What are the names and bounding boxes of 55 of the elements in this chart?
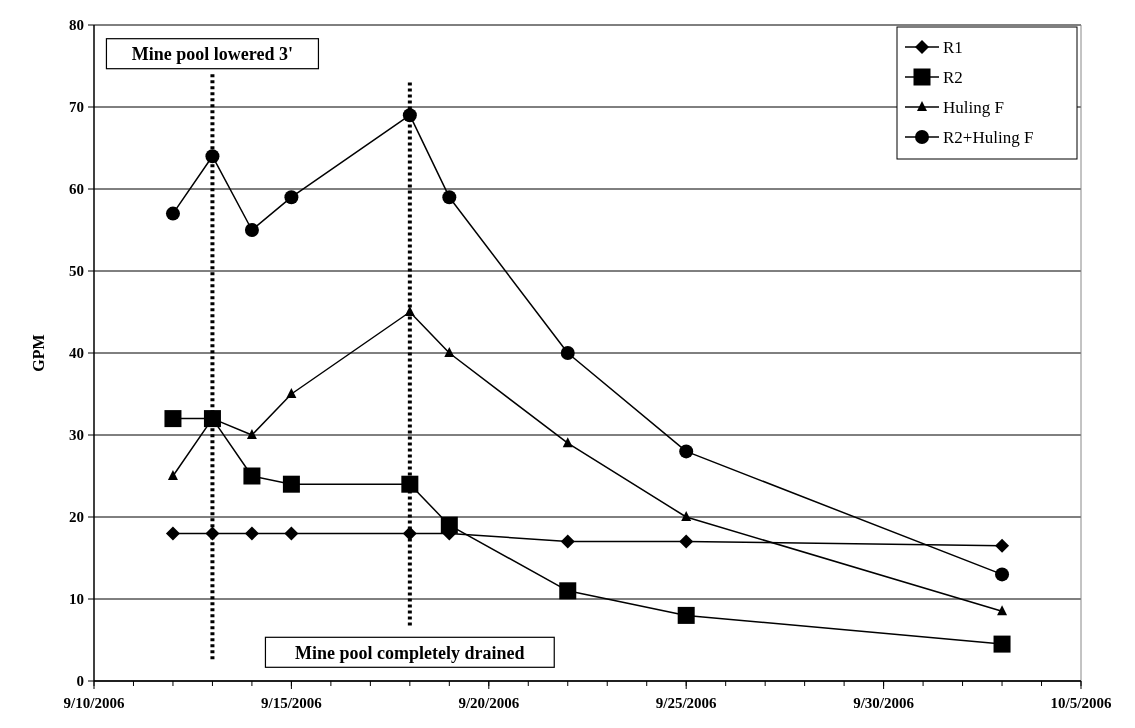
ref-line-label: Mine pool completely drained xyxy=(295,642,525,663)
y-tick-label: 20 xyxy=(69,509,84,526)
point xyxy=(679,444,694,459)
point xyxy=(243,467,261,485)
point xyxy=(284,190,299,205)
legend-label: R2+Huling F xyxy=(943,127,1034,147)
ref-line-label: Mine pool lowered 3' xyxy=(131,44,294,64)
point xyxy=(244,223,259,237)
point xyxy=(402,108,417,123)
y-tick-label: 50 xyxy=(69,263,84,280)
x-tick-label: 9/10/2006 xyxy=(63,695,125,711)
point xyxy=(205,149,220,164)
point xyxy=(442,190,457,205)
x-tick-label: 9/30/2006 xyxy=(853,695,915,711)
point xyxy=(404,306,415,316)
y-tick-label: 60 xyxy=(69,181,84,198)
point xyxy=(995,567,1010,582)
point xyxy=(681,511,692,521)
point xyxy=(284,526,299,541)
y-tick-label: 0 xyxy=(76,673,84,690)
y-tick-label: 80 xyxy=(69,17,84,34)
y-axis-title: GPM xyxy=(30,334,47,372)
point xyxy=(167,470,178,480)
point xyxy=(559,582,577,600)
point xyxy=(560,346,575,360)
point xyxy=(560,534,575,549)
x-tick-label: 9/20/2006 xyxy=(458,695,520,711)
point xyxy=(677,606,695,624)
point xyxy=(282,475,300,493)
point xyxy=(444,347,455,357)
legend-label: Huling F xyxy=(943,97,1004,117)
point xyxy=(165,526,180,541)
legend-label: R1 xyxy=(943,37,963,57)
y-tick-label: 40 xyxy=(69,345,84,362)
point xyxy=(440,516,458,534)
point xyxy=(995,538,1010,553)
legend-label: R2 xyxy=(943,67,963,87)
point xyxy=(286,388,297,398)
x-tick-label: 10/5/2006 xyxy=(1050,695,1112,711)
point xyxy=(246,429,257,439)
point xyxy=(679,534,694,549)
point xyxy=(562,437,573,448)
point xyxy=(244,526,259,541)
x-tick-label: 9/15/2006 xyxy=(260,695,323,711)
y-tick-label: 30 xyxy=(69,427,84,444)
point xyxy=(205,526,220,541)
point xyxy=(401,475,419,493)
point xyxy=(165,206,180,221)
point xyxy=(164,410,182,428)
point xyxy=(402,526,417,541)
point xyxy=(997,605,1008,616)
y-tick-label: 70 xyxy=(69,99,84,116)
y-tick-label: 10 xyxy=(69,591,84,608)
x-tick-label: 9/25/2006 xyxy=(655,695,718,711)
point xyxy=(993,635,1011,653)
